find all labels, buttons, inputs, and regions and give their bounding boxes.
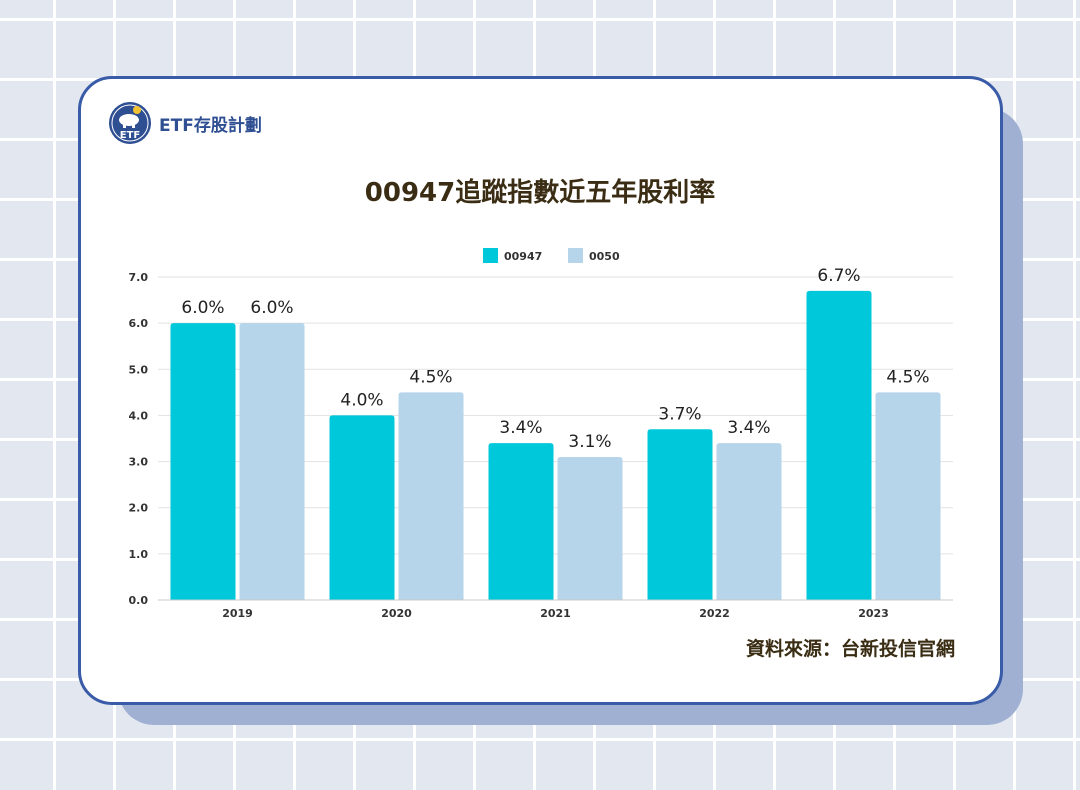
legend-swatch — [568, 248, 583, 263]
piggy-bank-logo-icon: ETF — [109, 102, 151, 144]
legend-label: 00947 — [504, 250, 542, 263]
data-label: 4.5% — [886, 367, 929, 387]
data-label: 6.0% — [250, 298, 293, 318]
bar-00947-2020 — [329, 415, 395, 600]
data-label: 3.7% — [658, 404, 701, 424]
data-label: 6.7% — [817, 266, 860, 286]
bar-00947-2019 — [170, 323, 236, 600]
brand: ETF ETF存股計劃 — [108, 101, 262, 145]
data-label: 4.5% — [409, 367, 452, 387]
data-label: 3.4% — [499, 418, 542, 438]
x-tick-label: 2020 — [381, 607, 412, 620]
chart-title: 00947追蹤指數近五年股利率 — [364, 178, 716, 208]
data-labels: 6.0% 6.0% 4.0% 4.5% 3.4% 3.1% 3.7% 3.4% 6.7% 4.5% — [181, 266, 929, 452]
axes: 0.0 1.0 2.0 3.0 4.0 5.0 6.0 7.0 2019 2020 2021 2022… — [129, 271, 953, 620]
y-tick-label: 1.0 — [129, 548, 149, 561]
y-tick-label: 0.0 — [129, 594, 149, 607]
data-label: 6.0% — [181, 298, 224, 318]
data-label: 4.0% — [340, 390, 383, 410]
bars — [170, 290, 941, 600]
data-label: 3.1% — [568, 432, 611, 452]
x-tick-label: 2023 — [858, 607, 889, 620]
y-tick-label: 6.0 — [129, 317, 149, 330]
source-note: 資料來源：台新投信官網 — [745, 638, 955, 660]
y-tick-label: 3.0 — [129, 456, 149, 469]
bar-0050-2022 — [716, 443, 782, 600]
bar-00947-2022 — [647, 429, 713, 600]
logo-text: ETF — [120, 130, 140, 141]
bar-0050-2023 — [875, 392, 941, 600]
x-tick-label: 2019 — [222, 607, 253, 620]
brand-name: ETF存股計劃 — [159, 115, 262, 136]
x-tick-label: 2022 — [699, 607, 730, 620]
x-tick-label: 2021 — [540, 607, 571, 620]
y-tick-label: 4.0 — [129, 409, 149, 422]
bar-0050-2020 — [398, 392, 464, 600]
y-tick-label: 5.0 — [129, 363, 149, 376]
bar-0050-2021 — [557, 456, 623, 600]
bar-00947-2021 — [488, 443, 554, 600]
legend-label: 0050 — [589, 250, 620, 263]
legend: 00947 0050 — [483, 248, 620, 263]
y-tick-label: 7.0 — [129, 271, 149, 284]
legend-swatch — [483, 248, 498, 263]
y-tick-label: 2.0 — [129, 502, 149, 515]
data-label: 3.4% — [727, 418, 770, 438]
bar-00947-2023 — [806, 290, 872, 600]
bar-0050-2019 — [239, 323, 305, 600]
